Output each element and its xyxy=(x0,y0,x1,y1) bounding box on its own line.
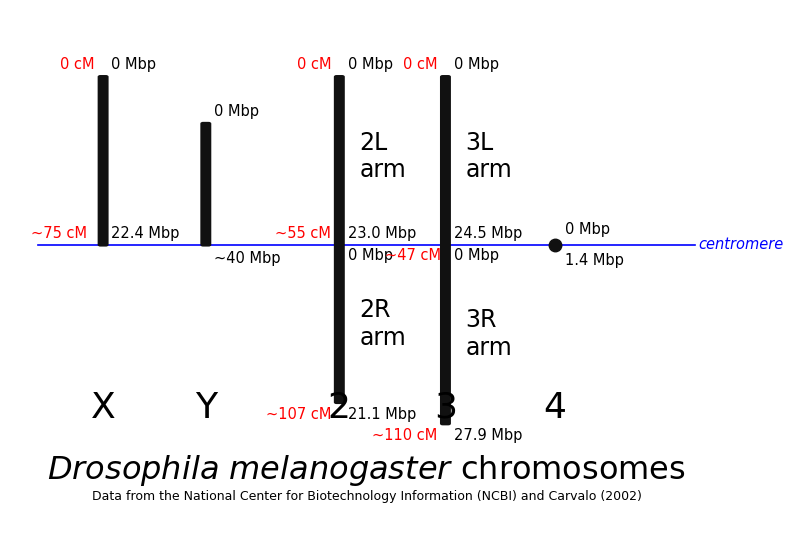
Text: 3L
arm: 3L arm xyxy=(466,131,512,183)
Text: ~55 cM: ~55 cM xyxy=(275,227,331,242)
Text: ~47 cM: ~47 cM xyxy=(385,248,441,263)
Text: 2L
arm: 2L arm xyxy=(359,131,406,183)
Text: 0 cM: 0 cM xyxy=(402,57,438,72)
Text: centromere: centromere xyxy=(698,237,784,252)
Text: 24.5 Mbp: 24.5 Mbp xyxy=(454,227,522,242)
Text: ~107 cM: ~107 cM xyxy=(266,407,331,422)
Text: 0 Mbp: 0 Mbp xyxy=(347,57,393,72)
FancyBboxPatch shape xyxy=(334,75,345,404)
Text: 0 cM: 0 cM xyxy=(297,57,331,72)
Text: 0 Mbp: 0 Mbp xyxy=(454,248,498,263)
Text: 0 Mbp: 0 Mbp xyxy=(454,57,498,72)
Text: 0 Mbp: 0 Mbp xyxy=(111,57,156,72)
Text: Y: Y xyxy=(194,390,217,424)
FancyBboxPatch shape xyxy=(440,75,451,426)
Text: 21.1 Mbp: 21.1 Mbp xyxy=(347,407,416,422)
FancyBboxPatch shape xyxy=(98,75,109,247)
Text: X: X xyxy=(90,390,115,424)
Text: ~40 Mbp: ~40 Mbp xyxy=(214,251,281,266)
Text: 23.0 Mbp: 23.0 Mbp xyxy=(347,227,416,242)
Text: Data from the National Center for Biotechnology Information (NCBI) and Carvalo (: Data from the National Center for Biotec… xyxy=(92,490,642,502)
Text: 1.4 Mbp: 1.4 Mbp xyxy=(566,252,624,267)
Text: 3: 3 xyxy=(434,390,457,424)
Text: 0 Mbp: 0 Mbp xyxy=(347,248,393,263)
Text: 22.4 Mbp: 22.4 Mbp xyxy=(111,227,180,242)
Text: ~110 cM: ~110 cM xyxy=(372,428,438,443)
Text: 4: 4 xyxy=(543,390,566,424)
Text: $\it{Drosophila}$ $\it{melanogaster}$ chromosomes: $\it{Drosophila}$ $\it{melanogaster}$ ch… xyxy=(47,453,686,488)
Text: 3R
arm: 3R arm xyxy=(466,309,512,360)
Text: 0 Mbp: 0 Mbp xyxy=(214,104,259,119)
FancyBboxPatch shape xyxy=(200,122,211,247)
Text: 2R
arm: 2R arm xyxy=(359,298,406,350)
Text: 0 cM: 0 cM xyxy=(60,57,95,72)
Text: 2: 2 xyxy=(328,390,351,424)
Text: ~75 cM: ~75 cM xyxy=(31,227,87,242)
Text: 0 Mbp: 0 Mbp xyxy=(566,222,610,237)
Text: 27.9 Mbp: 27.9 Mbp xyxy=(454,428,522,443)
